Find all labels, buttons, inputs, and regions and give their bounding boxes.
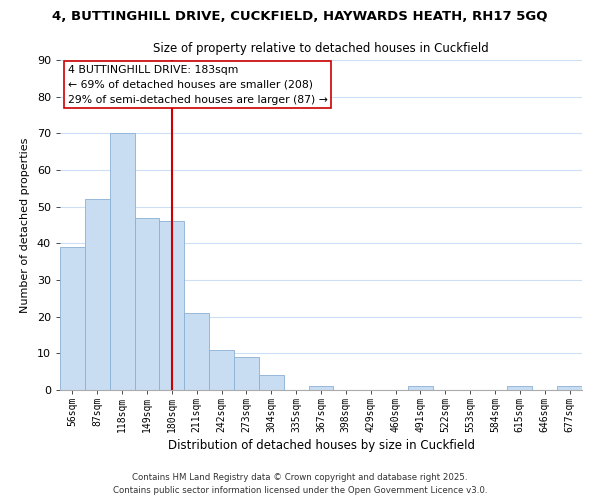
Bar <box>160 222 184 390</box>
Bar <box>85 200 110 390</box>
Bar <box>209 350 234 390</box>
Bar <box>308 386 334 390</box>
Title: Size of property relative to detached houses in Cuckfield: Size of property relative to detached ho… <box>153 42 489 54</box>
Bar <box>234 357 259 390</box>
X-axis label: Distribution of detached houses by size in Cuckfield: Distribution of detached houses by size … <box>167 439 475 452</box>
Bar <box>184 313 209 390</box>
Bar <box>60 247 85 390</box>
Bar <box>259 376 284 390</box>
Bar <box>134 218 160 390</box>
Text: 4, BUTTINGHILL DRIVE, CUCKFIELD, HAYWARDS HEATH, RH17 5GQ: 4, BUTTINGHILL DRIVE, CUCKFIELD, HAYWARD… <box>52 10 548 23</box>
Bar <box>110 134 134 390</box>
Bar <box>408 386 433 390</box>
Text: Contains HM Land Registry data © Crown copyright and database right 2025.
Contai: Contains HM Land Registry data © Crown c… <box>113 474 487 495</box>
Bar <box>557 386 582 390</box>
Bar <box>508 386 532 390</box>
Y-axis label: Number of detached properties: Number of detached properties <box>20 138 30 312</box>
Text: 4 BUTTINGHILL DRIVE: 183sqm
← 69% of detached houses are smaller (208)
29% of se: 4 BUTTINGHILL DRIVE: 183sqm ← 69% of det… <box>68 65 328 104</box>
